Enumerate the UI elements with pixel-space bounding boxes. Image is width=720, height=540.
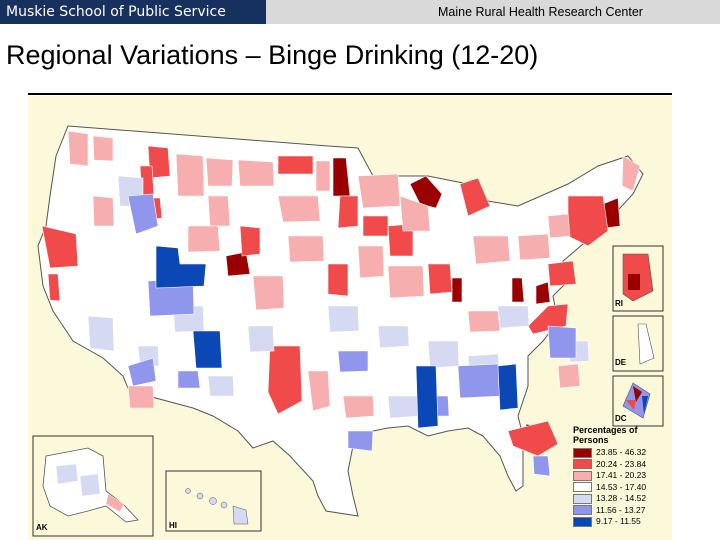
title-divider <box>28 93 672 95</box>
legend-swatch <box>573 493 592 504</box>
legend-rows: 23.85 - 46.32 20.24 - 23.84 17.41 - 20.23 1… <box>573 447 673 528</box>
legend-item: 9.17 - 11.55 <box>573 516 673 528</box>
legend-item: 20.24 - 23.84 <box>573 459 673 471</box>
header-school-name: Muskie School of Public Service <box>0 0 266 24</box>
regions-periwinkle <box>127 193 577 477</box>
delaware-inset <box>612 315 664 372</box>
legend-item: 14.53 - 17.40 <box>573 482 673 494</box>
regions-dark-blue <box>155 245 519 429</box>
legend-title-line1: Percentages of <box>573 425 638 435</box>
regions-lavender <box>87 175 590 419</box>
legend-range-label: 20.24 - 23.84 <box>596 458 647 469</box>
legend-item: 17.41 - 20.23 <box>573 470 673 482</box>
legend-swatch <box>573 447 592 458</box>
school-name-label: Muskie School of Public Service <box>6 4 226 20</box>
legend-swatch <box>573 482 592 493</box>
legend-range-label: 23.85 - 46.32 <box>596 447 647 457</box>
legend-swatch <box>573 470 592 481</box>
rhode-island-inset <box>612 245 664 312</box>
alaska-inset <box>32 435 154 537</box>
us-map-svg <box>32 125 664 537</box>
legend-swatch <box>573 516 592 527</box>
inset-label-de: DE <box>615 358 627 367</box>
legend-swatch <box>573 459 592 470</box>
legend-item: 11.56 - 13.27 <box>573 505 673 517</box>
legend-range-label: 14.53 - 17.40 <box>596 481 647 492</box>
regions-pink <box>67 130 641 419</box>
legend-range-label: 13.28 - 14.52 <box>596 493 647 503</box>
inset-label-hi: HI <box>169 521 177 530</box>
legend-swatch <box>573 505 592 516</box>
inset-label-ak: AK <box>36 523 48 532</box>
legend-range-label: 11.56 - 13.27 <box>596 504 646 515</box>
hawaii-inset <box>165 470 262 532</box>
dc-inset <box>612 375 664 427</box>
legend-title-line2: Persons <box>573 435 609 445</box>
inset-label-dc: DC <box>615 414 627 423</box>
header-center-name: Maine Rural Health Research Center <box>266 0 720 24</box>
slide-title: Regional Variations – Binge Drinking (12… <box>6 40 539 70</box>
choropleth-map: AK HI RI DE DC <box>28 96 672 540</box>
legend-range-label: 9.17 - 11.55 <box>596 516 641 526</box>
inset-label-ri: RI <box>615 299 623 308</box>
center-name-label: Maine Rural Health Research Center <box>438 5 643 19</box>
legend-item: 13.28 - 14.52 <box>573 493 673 505</box>
regions-red <box>41 145 609 457</box>
legend-item: 23.85 - 46.32 <box>573 447 673 459</box>
map-legend: Percentages of Persons 23.85 - 46.32 20.2… <box>573 425 673 528</box>
legend-range-label: 17.41 - 20.23 <box>596 470 647 480</box>
legend-title: Percentages of Persons <box>573 425 673 445</box>
